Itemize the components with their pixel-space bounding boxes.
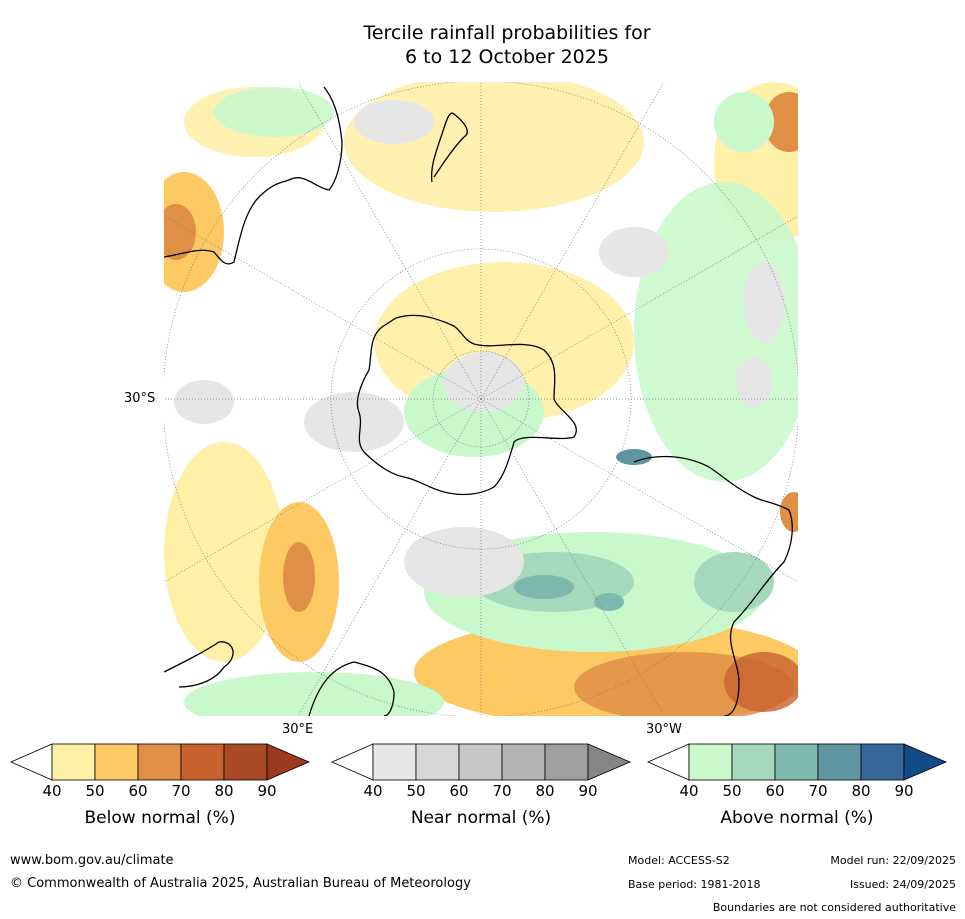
colorbar-below-low-extend: [10, 743, 53, 781]
colorbar-below: [10, 743, 310, 781]
colorbar-near-segment: [544, 743, 589, 781]
colorbar-below-segment: [223, 743, 268, 781]
near-normal-region: [304, 392, 404, 452]
colorbar-near-segment: [372, 743, 417, 781]
coastlines: [164, 86, 793, 716]
near-normal-region: [354, 100, 434, 144]
map-title-line2: 6 to 12 October 2025: [405, 46, 609, 68]
below-normal-region: [283, 542, 315, 612]
near-normal-region: [404, 527, 524, 597]
colorbar-below-segment: [137, 743, 182, 781]
colorbar-above-low-extend: [647, 743, 690, 781]
south-america-coast: [633, 455, 793, 716]
colorbar-above-segment: [774, 743, 819, 781]
colorbar-tick-label: 50: [722, 782, 742, 800]
near-normal-region: [736, 357, 772, 407]
colorbar-above-segment: [688, 743, 733, 781]
colorbar-near-segment: [458, 743, 503, 781]
copyright-text: © Commonwealth of Australia 2025, Austra…: [10, 876, 471, 891]
colorbar-tick-label: 80: [214, 782, 234, 800]
colorbar-near-high-extend: [587, 743, 631, 781]
colorbar-tick-label: 70: [171, 782, 191, 800]
colorbar-near-segment: [501, 743, 546, 781]
colorbar-below-segment: [51, 743, 96, 781]
colorbar-above-segment: [817, 743, 862, 781]
colorbar-tick-label: 60: [128, 782, 148, 800]
colorbar-tick-label: 60: [765, 782, 785, 800]
below-normal-region: [724, 652, 798, 712]
colorbar-near: [331, 743, 631, 781]
near-normal-region: [599, 227, 669, 277]
below-normal-region: [164, 442, 284, 662]
colorbar-tick-label: 90: [257, 782, 277, 800]
new-zealand-coast: [430, 112, 468, 183]
colorbar-tick-label: 40: [679, 782, 699, 800]
africa-coast: [164, 641, 234, 688]
colorbar-below-segment: [180, 743, 225, 781]
near-normal-region: [444, 352, 524, 412]
colorbar-tick-label: 40: [42, 782, 62, 800]
rainfall-probability-map: [164, 82, 798, 716]
above-normal-region: [714, 92, 774, 152]
colorbar-above-high-extend: [903, 743, 947, 781]
colorbar-tick-label: 40: [363, 782, 383, 800]
above-normal-region: [514, 575, 574, 599]
lon-label-30e: 30°E: [282, 722, 314, 737]
colorbar-above-segment: [860, 743, 905, 781]
colorbar-near-title: Near normal (%): [410, 808, 552, 828]
issued-text: Issued: 24/09/2025: [849, 878, 956, 891]
below-normal-region: [164, 204, 196, 260]
lon-label-30w: 30°W: [646, 722, 682, 737]
colorbar-near-low-extend: [331, 743, 374, 781]
below-normal-region: [780, 492, 798, 532]
madagascar-coast: [308, 661, 395, 716]
antarctica-coast: [356, 314, 577, 496]
above-normal-region: [634, 182, 798, 482]
colorbar-tick-label: 60: [449, 782, 469, 800]
disclaimer-text: Boundaries are not considered authoritat…: [712, 901, 956, 914]
above-normal-region: [694, 552, 774, 612]
near-normal-region: [744, 262, 784, 342]
colorbar-tick-label: 70: [492, 782, 512, 800]
colorbar-below-title: Below normal (%): [84, 808, 236, 828]
colorbar-near-segment: [415, 743, 460, 781]
colorbar-below-segment: [94, 743, 139, 781]
graticule: [164, 82, 798, 716]
model-run-text: Model run: 22/09/2025: [830, 854, 956, 867]
above-normal-region: [616, 449, 652, 465]
colorbar-tick-label: 50: [85, 782, 105, 800]
base-period-text: Base period: 1981-2018: [628, 878, 761, 891]
colorbar-tick-label: 70: [808, 782, 828, 800]
colorbar-below-high-extend: [266, 743, 310, 781]
australia-coast: [164, 86, 343, 265]
above-normal-region: [184, 672, 444, 716]
colorbar-above: [647, 743, 947, 781]
colorbar-above-segment: [731, 743, 776, 781]
colorbar-above-title: Above normal (%): [720, 808, 874, 828]
colorbar-tick-label: 80: [851, 782, 871, 800]
colorbar-tick-label: 90: [578, 782, 598, 800]
colorbar-tick-label: 90: [894, 782, 914, 800]
near-normal-region: [174, 380, 234, 424]
website-link[interactable]: www.bom.gov.au/climate: [10, 853, 174, 868]
colorbar-tick-label: 80: [535, 782, 555, 800]
above-normal-region: [594, 593, 624, 611]
above-normal-region: [214, 87, 334, 137]
map-title-line1: Tercile rainfall probabilities for: [363, 22, 651, 44]
below-normal-region: [764, 92, 798, 152]
model-text: Model: ACCESS-S2: [628, 854, 730, 867]
colorbar-tick-label: 50: [406, 782, 426, 800]
lat-label-30s: 30°S: [124, 391, 156, 406]
